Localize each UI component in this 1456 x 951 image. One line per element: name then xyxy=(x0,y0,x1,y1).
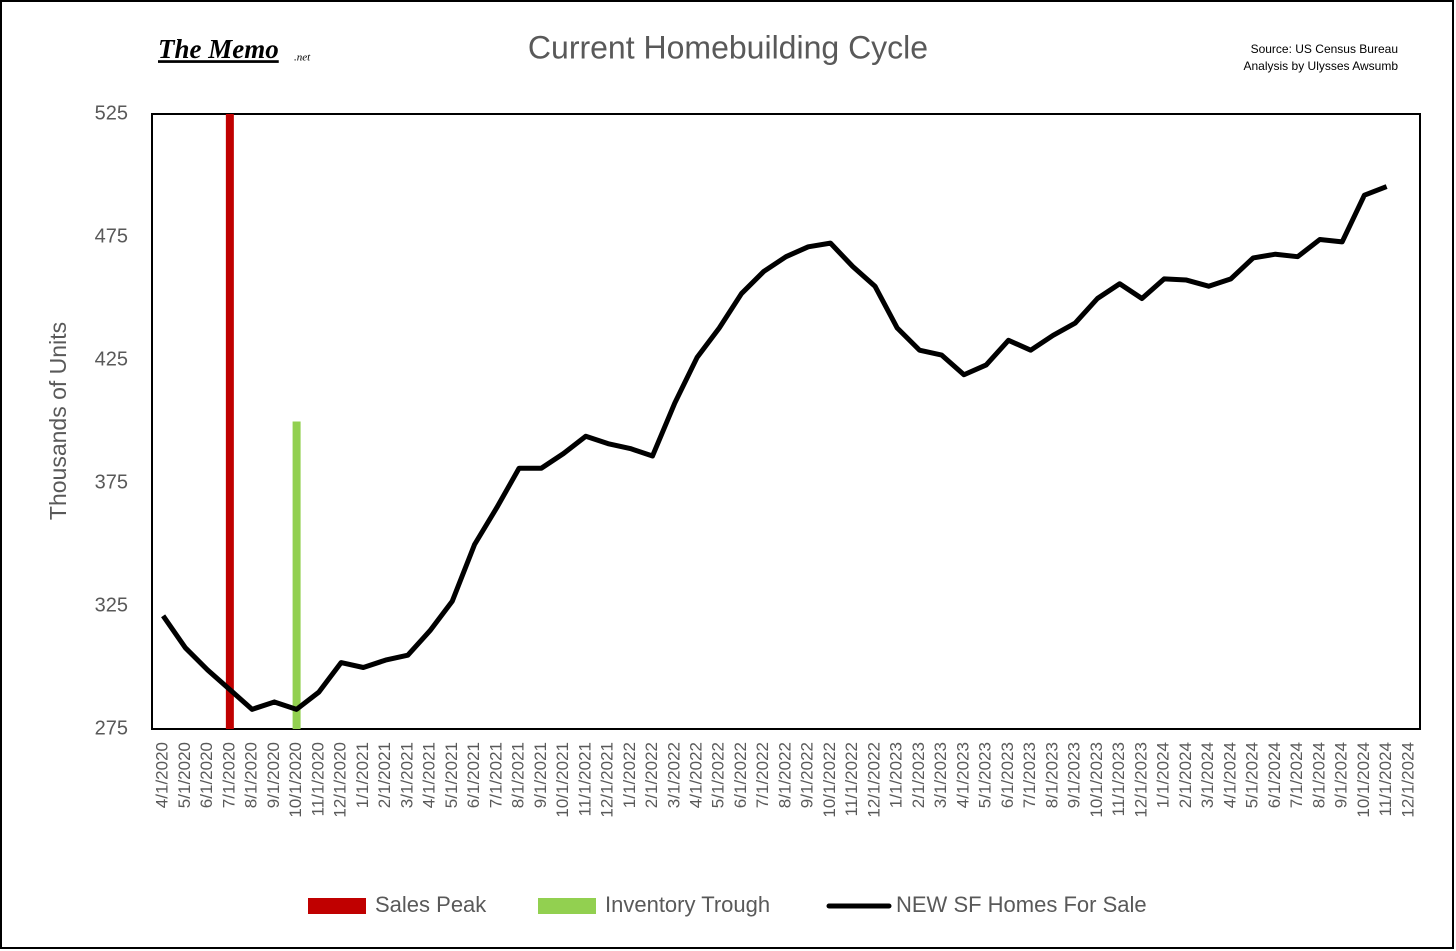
x-tick-label: 8/1/2024 xyxy=(1309,742,1328,808)
source: Analysis by Ulysses Awsumb xyxy=(1244,59,1399,73)
x-tick-label: 2/1/2023 xyxy=(909,742,928,808)
x-tick-label: 6/1/2023 xyxy=(998,742,1017,808)
x-tick-label: 12/1/2021 xyxy=(598,742,617,818)
x-tick-label: 8/1/2021 xyxy=(509,742,528,808)
x-tick-label: 9/1/2022 xyxy=(798,742,817,808)
x-tick-label: 3/1/2023 xyxy=(931,742,950,808)
x-tick-label: 8/1/2020 xyxy=(242,742,261,808)
x-tick-label: 2/1/2021 xyxy=(375,742,394,808)
x-tick-label: 7/1/2024 xyxy=(1287,742,1306,808)
y-tick-label: 525 xyxy=(95,102,128,124)
x-tick-label: 4/1/2023 xyxy=(953,742,972,808)
plot-area xyxy=(151,113,1421,730)
x-tick-label: 11/1/2023 xyxy=(1109,742,1128,816)
x-tick-label: 12/1/2020 xyxy=(331,742,350,818)
x-tick-label: 5/1/2021 xyxy=(442,742,461,808)
x-tick-label: 6/1/2021 xyxy=(464,742,483,808)
x-tick-label: 1/1/2022 xyxy=(620,742,639,808)
x-tick-label: 1/1/2023 xyxy=(887,742,906,808)
x-tick-label: 12/1/2024 xyxy=(1398,742,1417,818)
x-tick-label: 4/1/2022 xyxy=(687,742,706,808)
x-tick-label: 7/1/2023 xyxy=(1020,742,1039,808)
x-tick-label: 9/1/2023 xyxy=(1065,742,1084,808)
x-tick-label: 11/1/2022 xyxy=(842,742,861,816)
x-tick-label: 5/1/2024 xyxy=(1243,742,1262,808)
legend-swatch xyxy=(538,898,596,914)
x-tick-label: 5/1/2022 xyxy=(709,742,728,808)
x-tick-label: 8/1/2022 xyxy=(775,742,794,808)
chart-title: Current Homebuilding Cycle xyxy=(528,29,928,65)
y-tick-label: 375 xyxy=(95,471,128,493)
x-tick-label: 3/1/2021 xyxy=(397,742,416,808)
y-tick-label: 475 xyxy=(95,225,128,247)
x-tick-label: 12/1/2022 xyxy=(864,742,883,818)
x-tick-label: 6/1/2024 xyxy=(1265,742,1284,808)
legend-label: Inventory Trough xyxy=(605,892,770,917)
y-tick-label: 325 xyxy=(95,594,128,616)
x-tick-label: 3/1/2022 xyxy=(664,742,683,808)
x-tick-label: 12/1/2023 xyxy=(1131,742,1150,818)
x-tick-label: 3/1/2024 xyxy=(1198,742,1217,808)
x-tick-label: 11/1/2020 xyxy=(308,742,327,816)
brand-suffix: .net xyxy=(294,52,311,64)
x-tick-label: 7/1/2020 xyxy=(219,742,238,808)
bar xyxy=(292,421,301,729)
bar xyxy=(225,114,234,729)
x-tick-label: 11/1/2021 xyxy=(575,742,594,816)
x-tick-label: 2/1/2022 xyxy=(642,742,661,808)
brand: The Memo xyxy=(158,34,279,64)
legend-label: NEW SF Homes For Sale xyxy=(896,892,1147,917)
x-tick-label: 7/1/2021 xyxy=(486,742,505,808)
x-tick-label: 10/1/2021 xyxy=(553,742,572,818)
legend-label: Sales Peak xyxy=(375,892,487,917)
x-tick-label: 10/1/2023 xyxy=(1087,742,1106,818)
y-tick-label: 425 xyxy=(95,348,128,370)
source: Source: US Census Bureau xyxy=(1251,42,1398,56)
y-tick-label: 275 xyxy=(95,717,128,739)
x-tick-label: 5/1/2020 xyxy=(175,742,194,808)
legend-swatch xyxy=(308,898,366,914)
x-tick-label: 5/1/2023 xyxy=(976,742,995,808)
x-tick-label: 4/1/2020 xyxy=(153,742,172,808)
x-tick-label: 1/1/2021 xyxy=(353,742,372,808)
x-tick-label: 10/1/2022 xyxy=(820,742,839,818)
x-tick-label: 6/1/2020 xyxy=(197,742,216,808)
x-tick-label: 9/1/2024 xyxy=(1332,742,1351,808)
x-tick-label: 4/1/2021 xyxy=(420,742,439,808)
x-tick-label: 1/1/2024 xyxy=(1154,742,1173,808)
x-tick-label: 4/1/2024 xyxy=(1220,742,1239,808)
x-tick-label: 11/1/2024 xyxy=(1376,742,1395,816)
x-tick-label: 6/1/2022 xyxy=(731,742,750,808)
x-tick-label: 9/1/2020 xyxy=(264,742,283,808)
x-tick-label: 7/1/2022 xyxy=(753,742,772,808)
y-axis-title: Thousands of Units xyxy=(45,322,71,520)
x-tick-label: 8/1/2023 xyxy=(1042,742,1061,808)
x-tick-label: 2/1/2024 xyxy=(1176,742,1195,808)
x-tick-label: 10/1/2024 xyxy=(1354,742,1373,818)
line xyxy=(161,184,1388,712)
x-tick-label: 9/1/2021 xyxy=(531,742,550,808)
x-tick-label: 10/1/2020 xyxy=(286,742,305,818)
